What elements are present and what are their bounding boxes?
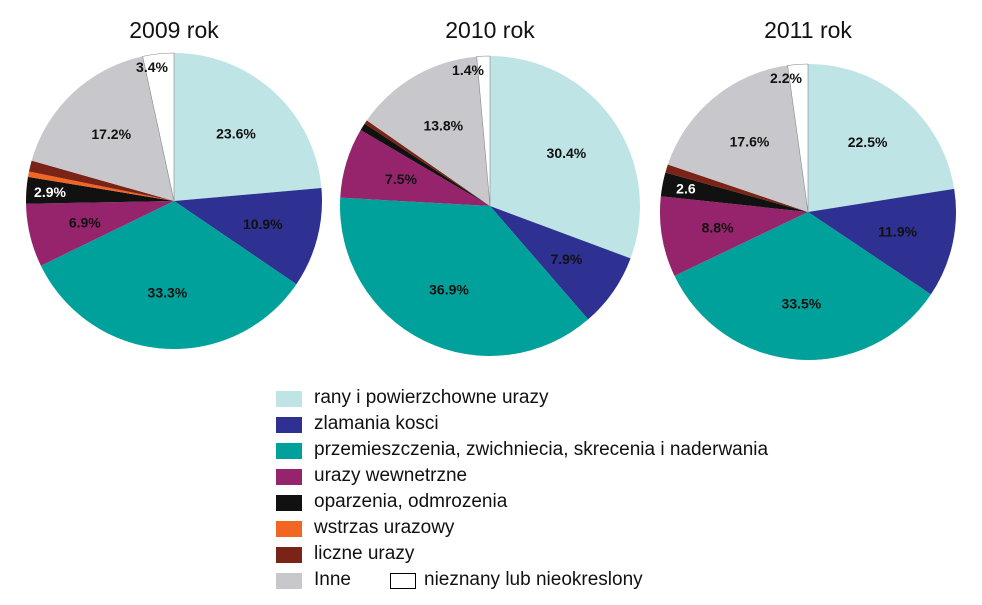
- pie-label-rany: 22.5%: [848, 134, 888, 150]
- pie-label-nieznany: 2.2%: [770, 70, 802, 86]
- legend: rany i powierzchowne urazy zlamania kosc…: [276, 386, 896, 594]
- pie-label-rany: 23.6%: [216, 125, 256, 141]
- pie-2011-rok: 2011 rok 22.5% 11.9% 33.5% 8.8% 2.6 17.6% 2.2%: [659, 17, 957, 361]
- pie-label-zlamania: 7.9%: [550, 251, 582, 267]
- pie-slice-oparzenia: [660, 172, 808, 212]
- legend-item-inne: Inne nieznany lub nieokreslony: [276, 568, 896, 594]
- legend-item-liczne: liczne urazy: [276, 542, 896, 568]
- legend-swatch-wewnetrzne: [276, 469, 302, 485]
- legend-swatch-liczne: [276, 547, 302, 563]
- pie-slice-nieznany: [476, 55, 491, 207]
- legend-swatch-zlamania: [276, 417, 302, 433]
- legend-label-wstrzas: wstrzas urazowy: [314, 517, 455, 538]
- pie-slice-zlamania: [490, 206, 631, 320]
- pie-slice-wewnetrzne: [659, 196, 808, 276]
- pie-label-zlamania: 10.9%: [243, 216, 283, 232]
- pie-label-nieznany: 1.4%: [452, 62, 484, 78]
- pie-label-oparzenia: 2.9%: [34, 184, 66, 200]
- pie-slice-zlamania: [808, 188, 957, 295]
- legend-swatch-przemieszczenia: [276, 443, 302, 459]
- legend-label-rany: rany i powierzchowne urazy: [314, 387, 549, 408]
- pie-slice-przemieszczenia: [674, 212, 931, 361]
- pie-slice-oparzenia: [26, 176, 174, 204]
- pie-slice-rany: [490, 56, 640, 259]
- legend-item-zlamania: zlamania kosci: [276, 412, 896, 438]
- legend-item-wewnetrzne: urazy wewnetrzne: [276, 464, 896, 490]
- legend-item-wstrzas: wstrzas urazowy: [276, 516, 896, 542]
- legend-item-przemieszczenia: przemieszczenia, zwichniecia, skrecenia …: [276, 438, 896, 464]
- pie-charts: 2009 rok 23.6% 10.9% 33.3% 6.9%2.9% 17.2% 3.4%…: [26, 17, 957, 361]
- pie-slice-przemieszczenia: [339, 197, 589, 356]
- pie-label-wewnetrzne: 8.8%: [702, 220, 734, 236]
- pie-slice-wewnetrzne: [340, 130, 490, 206]
- legend-item-oparzenia: oparzenia, odmrozenia: [276, 490, 896, 516]
- pie-slice-nieznany: [142, 52, 175, 202]
- pie-slice-wewnetrzne: [26, 201, 175, 266]
- legend-swatch-nieznany: [390, 573, 416, 589]
- legend-swatch-rany: [276, 391, 302, 407]
- pie-slice-oparzenia: [360, 123, 490, 206]
- pie-slice-liczne: [364, 120, 490, 206]
- pie-label-inne: 13.8%: [423, 118, 463, 134]
- pie-slice-rany: [174, 53, 322, 201]
- pie-title: 2011 rok: [764, 17, 852, 43]
- pie-label-zlamania: 11.9%: [878, 224, 917, 240]
- pie-slice-przemieszczenia: [40, 201, 297, 349]
- pie-label-wewnetrzne: 7.5%: [385, 171, 417, 187]
- legend-swatch-inne: [276, 573, 302, 589]
- pie-label-przemieszczenia: 36.9%: [429, 282, 469, 298]
- legend-label-nieznany: nieznany lub nieokreslony: [424, 569, 643, 590]
- legend-label-przemieszczenia: przemieszczenia, zwichniecia, skrecenia …: [314, 439, 769, 460]
- pie-label-wewnetrzne: 6.9%: [69, 214, 101, 230]
- pie-slice-inne: [366, 56, 490, 207]
- pie-label-nieznany: 3.4%: [136, 59, 168, 75]
- pie-slice-zlamania: [174, 188, 323, 285]
- pie-slice-nieznany: [787, 63, 809, 213]
- pie-title: 2010 rok: [445, 17, 535, 43]
- pie-title: 2009 rok: [129, 17, 219, 43]
- legend-label-oparzenia: oparzenia, odmrozenia: [314, 491, 508, 512]
- pie-2010-rok: 2010 rok 30.4% 7.9% 36.9% 7.5% 13.8% 1.4%: [339, 17, 640, 356]
- pie-label-przemieszczenia: 33.5%: [782, 296, 822, 312]
- legend-label-inne: Inne: [314, 569, 351, 590]
- legend-label-wewnetrzne: urazy wewnetrzne: [314, 465, 468, 486]
- pie-label-inne: 17.6%: [730, 133, 770, 149]
- pie-2009-rok: 2009 rok 23.6% 10.9% 33.3% 6.9%2.9% 17.2% 3.4%: [26, 17, 323, 349]
- pie-slice-wstrzas: [27, 171, 174, 201]
- pie-slice-inne: [667, 65, 808, 212]
- legend-swatch-oparzenia: [276, 495, 302, 511]
- pie-label-przemieszczenia: 33.3%: [148, 285, 188, 301]
- pie-label-rany: 30.4%: [547, 145, 587, 161]
- legend-swatch-wstrzas: [276, 521, 302, 537]
- pie-label-oparzenia: 2.6: [676, 181, 696, 197]
- pie-slice-rany: [808, 64, 955, 212]
- pie-label-inne: 17.2%: [91, 126, 131, 142]
- pie-slice-inne: [31, 56, 175, 201]
- pie-slice-liczne: [665, 164, 808, 212]
- legend-label-zlamania: zlamania kosci: [314, 413, 439, 434]
- legend-label-liczne: liczne urazy: [314, 543, 415, 564]
- legend-item-rany: rany i powierzchowne urazy: [276, 386, 896, 412]
- pie-slice-liczne: [28, 160, 175, 201]
